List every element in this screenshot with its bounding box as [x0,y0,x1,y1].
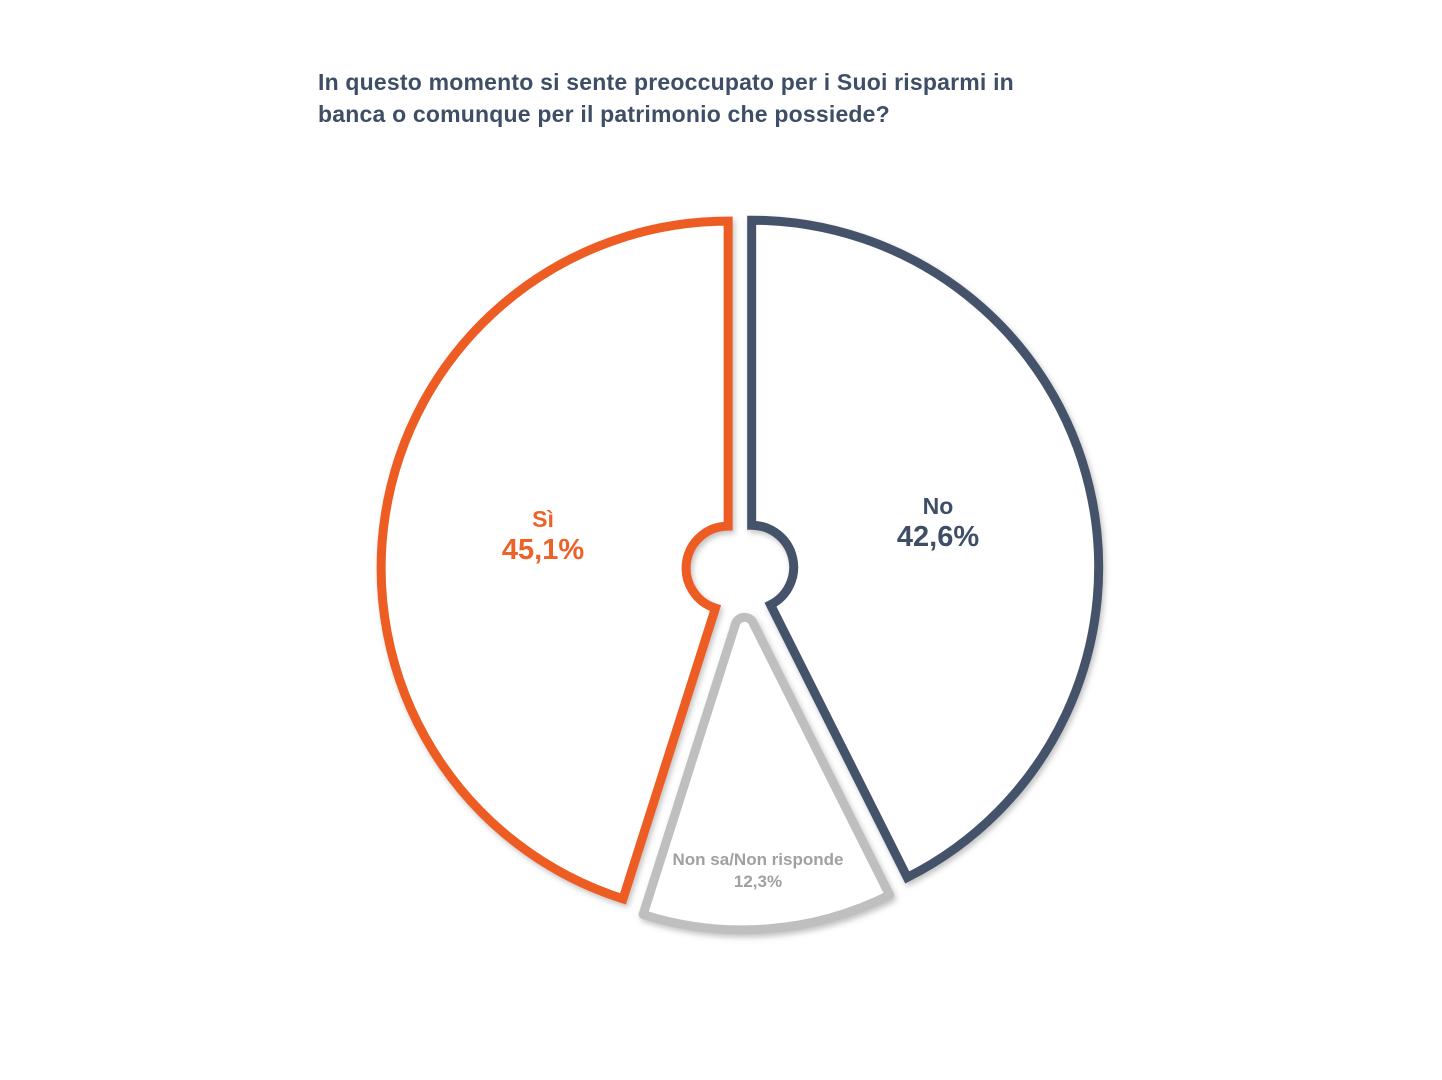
slice-name-non-sa: Non sa/Non risponde [672,850,844,869]
title-line-2: banca o comunque per il patrimonio che p… [318,101,890,127]
slice-name-no: No [922,493,954,519]
title-line-1: In questo momento si sente preoccupato p… [318,69,1014,95]
slice-label-non-sa: Non sa/Non risponde 12,3% [673,849,844,893]
pie-slice-1 [747,215,1104,884]
slice-name-si: Sì [532,506,554,532]
slice-label-no: No 42,6% [897,492,979,554]
slice-value-no: 42,6% [896,521,980,553]
chart-question-title: In questo momento si sente preoccupato p… [318,66,1138,130]
slice-value-si: 45,1% [501,534,585,566]
slice-value-non-sa: 12,3% [733,872,783,891]
slice-label-si: Sì 45,1% [502,505,584,567]
pie-slice-3 [376,216,733,905]
pie-slice-2 [638,612,895,935]
